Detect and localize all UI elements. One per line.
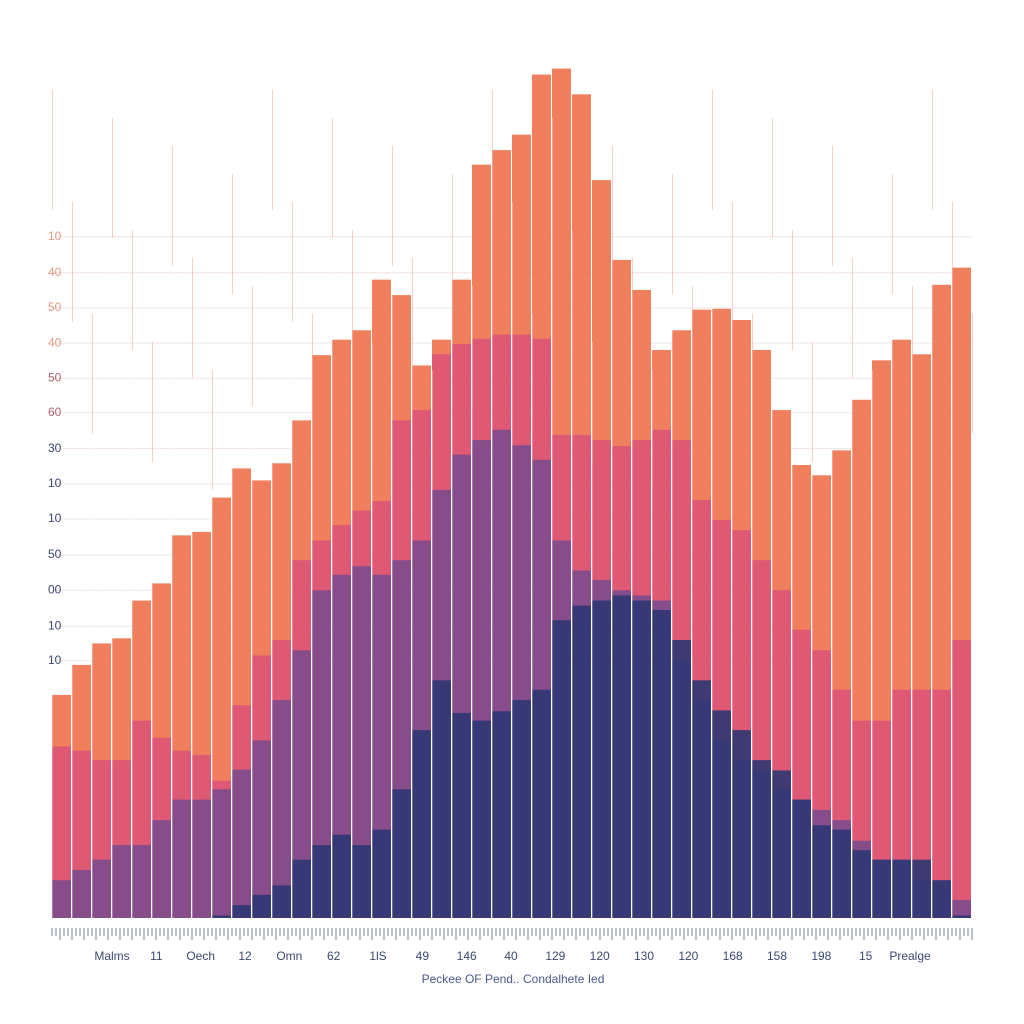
bar: [752, 760, 771, 918]
bar: [772, 770, 791, 918]
bar: [792, 799, 811, 918]
y-tick-label: 40: [48, 335, 62, 349]
bar: [112, 845, 131, 918]
bar: [932, 689, 951, 918]
bar: [392, 789, 411, 918]
bar: [812, 825, 831, 918]
bar: [352, 845, 371, 918]
bar: [492, 711, 511, 918]
bar: [952, 640, 971, 918]
x-tick-label: 198: [811, 949, 831, 963]
x-tick-label: 120: [590, 949, 610, 963]
bar: [612, 595, 631, 918]
bar: [92, 859, 111, 918]
bar: [252, 740, 271, 918]
bar: [292, 650, 311, 918]
y-tick-label: 00: [48, 582, 62, 596]
x-tick-label: 1lS: [369, 949, 386, 963]
y-tick-label: 50: [48, 547, 62, 561]
bar: [212, 915, 231, 918]
x-tick-label: 40: [504, 949, 518, 963]
y-tick-label: 60: [48, 405, 62, 419]
bar: [452, 712, 471, 918]
bar: [232, 905, 251, 918]
bar: [272, 700, 291, 918]
x-tick-label: Oech: [186, 949, 215, 963]
x-tick-label: 62: [327, 949, 341, 963]
bar: [132, 845, 151, 918]
bar: [692, 680, 711, 918]
bar: [932, 880, 951, 918]
bar: [52, 880, 71, 918]
x-axis-label: Peckee OF Pend.. Condalhete Ied: [422, 972, 605, 986]
bar: [832, 829, 851, 918]
y-tick-label: 10: [48, 511, 62, 525]
bar: [472, 720, 491, 918]
bar: [52, 746, 71, 918]
x-tick-label: 120: [678, 949, 698, 963]
bar: [272, 885, 291, 918]
x-tick-label: 15: [859, 949, 873, 963]
x-tick-label: Omn: [276, 949, 302, 963]
bar: [172, 799, 191, 918]
bar: [632, 600, 651, 918]
y-tick-label: 10: [48, 653, 62, 667]
bar: [732, 730, 751, 918]
bar: [652, 609, 671, 918]
x-tick-label: 129: [545, 949, 565, 963]
x-tick-label: Prealge: [889, 949, 931, 963]
bar: [912, 859, 931, 918]
bar: [312, 845, 331, 918]
bar: [312, 590, 331, 918]
bar: [592, 600, 611, 918]
bar: [72, 869, 91, 918]
x-tick-label: 146: [457, 949, 477, 963]
y-tick-label: 50: [48, 370, 62, 384]
bar: [372, 829, 391, 918]
x-tick-label: 130: [634, 949, 654, 963]
x-tick-label: 49: [416, 949, 430, 963]
bar: [512, 700, 531, 918]
y-tick-label: 30: [48, 441, 62, 455]
bars-layer: [52, 68, 971, 919]
y-tick-label: 10: [48, 618, 62, 632]
bar: [532, 689, 551, 918]
y-tick-label: 50: [48, 300, 62, 314]
bar: [192, 799, 211, 918]
bar: [952, 899, 971, 918]
bar: [152, 820, 171, 918]
bar: [352, 566, 371, 918]
labels-layer: 10 40 50 40 50 60 30 10 10 50 00 10 10 Malms 11 Oech 12 O…: [48, 229, 931, 963]
bar: [852, 850, 871, 918]
bar: [872, 859, 891, 918]
bar: [252, 894, 271, 918]
x-tick-label: Malms: [94, 949, 129, 963]
bar: [892, 859, 911, 918]
x-tick-label: 12: [238, 949, 252, 963]
y-tick-label: 10: [48, 229, 62, 243]
bar: [552, 620, 571, 918]
decoration-layer: [51, 90, 973, 940]
bar: [232, 769, 251, 918]
bar: [712, 710, 731, 918]
bar: [572, 605, 591, 918]
bar: [672, 640, 691, 918]
bar: [332, 574, 351, 918]
bar: [212, 789, 231, 918]
bar: [412, 730, 431, 918]
bar: [292, 859, 311, 918]
x-tick-label: 11: [150, 949, 163, 963]
x-tick-label: 168: [723, 949, 743, 963]
bar: [332, 834, 351, 918]
y-tick-label: 40: [48, 265, 62, 279]
x-tick-label: 158: [767, 949, 787, 963]
bar: [432, 680, 451, 918]
y-tick-label: 10: [48, 476, 62, 490]
bar: [952, 915, 971, 918]
